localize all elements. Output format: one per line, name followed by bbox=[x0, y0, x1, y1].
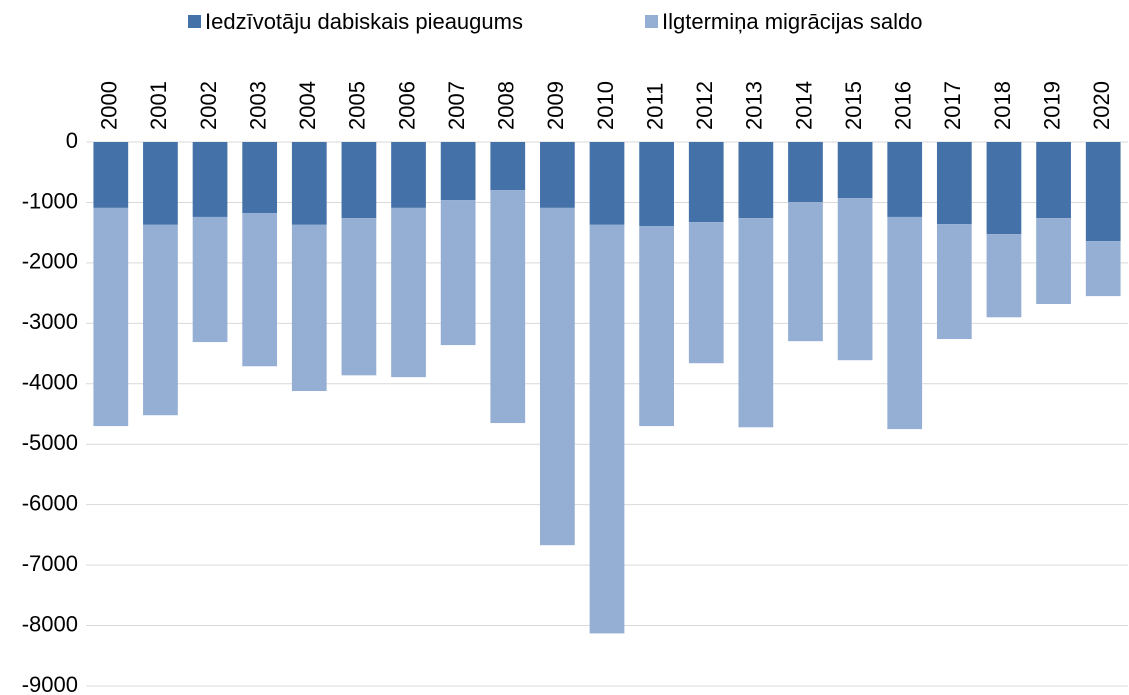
x-tick-label: 2012 bbox=[692, 81, 717, 130]
x-tick-label: 2010 bbox=[593, 81, 618, 130]
x-tick-label: 2005 bbox=[345, 81, 370, 130]
y-tick-label: -8000 bbox=[22, 611, 78, 636]
y-tick-label: -2000 bbox=[22, 249, 78, 274]
bar-segment bbox=[986, 142, 1022, 235]
bar-segment bbox=[1085, 142, 1121, 242]
bar-segment bbox=[639, 226, 674, 427]
bar-segment bbox=[936, 224, 972, 340]
bar-segment bbox=[837, 142, 873, 199]
bar-segment bbox=[738, 218, 774, 428]
x-tick-label: 2020 bbox=[1089, 81, 1114, 130]
x-tick-label: 2013 bbox=[742, 81, 767, 130]
bar-segment bbox=[391, 142, 426, 208]
bar-segment bbox=[688, 142, 724, 223]
x-tick-label: 2001 bbox=[146, 81, 171, 130]
bar-segment bbox=[887, 216, 923, 430]
bar-segment bbox=[490, 142, 526, 191]
x-tick-label: 2014 bbox=[791, 81, 816, 130]
bar-segment bbox=[440, 200, 476, 346]
bar-segment bbox=[738, 142, 774, 219]
x-tick-label: 2004 bbox=[295, 81, 320, 130]
y-tick-label: -6000 bbox=[22, 490, 78, 515]
bar-segment bbox=[688, 222, 724, 364]
bar-segment bbox=[540, 142, 575, 208]
x-tick-label: 2015 bbox=[841, 81, 866, 130]
bar-segment bbox=[93, 142, 129, 208]
bar-segment bbox=[391, 207, 426, 378]
bar-segment bbox=[788, 142, 823, 203]
bar-segment bbox=[440, 142, 476, 201]
x-tick-label: 2019 bbox=[1039, 81, 1064, 130]
y-tick-label: -7000 bbox=[22, 551, 78, 576]
y-tick-label: -1000 bbox=[22, 188, 78, 213]
y-tick-label: -3000 bbox=[22, 309, 78, 334]
bar-segment bbox=[589, 224, 625, 634]
bar-segment bbox=[242, 142, 278, 214]
bar-segment bbox=[341, 218, 377, 376]
bar-segment bbox=[589, 142, 625, 225]
bar-segment bbox=[1036, 218, 1071, 304]
bar-segment bbox=[837, 198, 873, 361]
bar-segment bbox=[143, 224, 178, 416]
x-tick-label: 2018 bbox=[990, 81, 1015, 130]
x-tick-label: 2016 bbox=[891, 81, 916, 130]
bar-segment bbox=[242, 213, 278, 367]
x-tick-label: 2000 bbox=[97, 81, 122, 130]
x-tick-label: 2003 bbox=[245, 81, 270, 130]
bar-segment bbox=[540, 207, 575, 546]
x-tick-label: 2009 bbox=[543, 81, 568, 130]
legend-label: Iedzīvotāju dabiskais pieaugums bbox=[205, 9, 523, 34]
bar-segment bbox=[192, 142, 228, 217]
x-tick-label: 2017 bbox=[940, 81, 965, 130]
x-tick-label: 2007 bbox=[444, 81, 469, 130]
bar-segment bbox=[639, 142, 674, 227]
y-tick-label: 0 bbox=[66, 128, 78, 153]
y-tick-label: -5000 bbox=[22, 430, 78, 455]
bar-segment bbox=[986, 234, 1022, 318]
bar-segment bbox=[143, 142, 178, 225]
bar-segment bbox=[1036, 142, 1071, 219]
bar-segment bbox=[341, 142, 377, 219]
x-tick-label: 2002 bbox=[196, 81, 221, 130]
y-tick-label: -4000 bbox=[22, 370, 78, 395]
bar-segment bbox=[291, 142, 327, 225]
bar-segment bbox=[93, 207, 129, 427]
legend-swatch bbox=[188, 15, 201, 28]
x-tick-label: 2006 bbox=[394, 81, 419, 130]
bar-segment bbox=[192, 216, 228, 343]
bar-segment bbox=[936, 142, 972, 225]
bar-segment bbox=[1085, 241, 1121, 297]
bar-segment bbox=[291, 224, 327, 392]
x-tick-label: 2008 bbox=[494, 81, 519, 130]
x-tick-label: 2011 bbox=[642, 83, 667, 130]
y-tick-label: -9000 bbox=[22, 672, 78, 695]
legend-swatch bbox=[645, 15, 658, 28]
legend-label: Ilgtermiņa migrācijas saldo bbox=[662, 9, 922, 34]
bar-segment bbox=[490, 190, 526, 424]
bar-segment bbox=[788, 202, 823, 342]
bar-segment bbox=[887, 142, 923, 217]
